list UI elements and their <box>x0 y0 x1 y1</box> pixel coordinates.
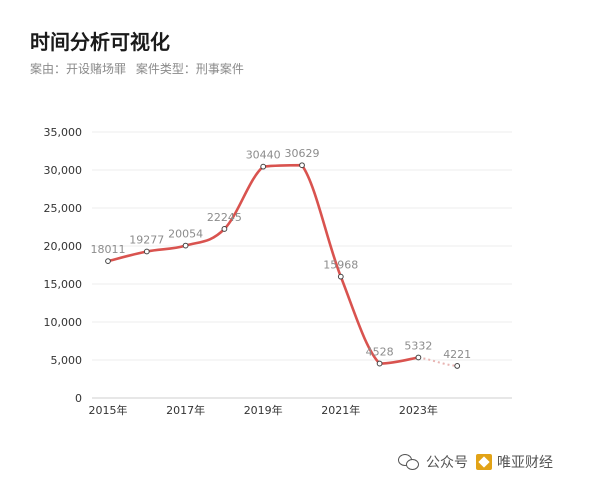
x-tick-label: 2017年 <box>166 403 205 417</box>
filter-case-type: 案件类型：刑事案件 <box>135 62 244 76</box>
data-label: 30629 <box>285 147 320 160</box>
y-tick-label: 15,000 <box>44 278 83 291</box>
y-tick-label: 10,000 <box>44 316 83 329</box>
data-point <box>143 248 150 255</box>
data-point <box>299 162 305 169</box>
x-tick-label: 2023年 <box>399 403 438 417</box>
y-tick-label: 20,000 <box>44 240 83 253</box>
y-tick-label: 35,000 <box>44 126 83 139</box>
wechat-icon <box>398 454 420 470</box>
data-label: 15968 <box>323 259 358 272</box>
data-point <box>337 273 344 280</box>
watermark: 公众号 唯亚财经 <box>398 452 553 472</box>
data-point <box>182 242 189 249</box>
watermark-label: 公众号 <box>426 455 468 471</box>
data-label: 30440 <box>246 149 281 162</box>
data-label: 20054 <box>168 228 203 241</box>
chart-title: 时间分析可视化 <box>30 30 170 54</box>
x-tick-label: 2015年 <box>89 403 128 417</box>
data-point <box>260 163 267 170</box>
data-label: 18011 <box>91 243 126 256</box>
brand-logo-icon <box>476 454 492 470</box>
y-tick-label: 25,000 <box>44 202 83 215</box>
forecast-dashed-line <box>418 356 458 367</box>
chart-subtitle: 案由：开设赌场罪 案件类型：刑事案件 <box>30 60 250 77</box>
y-tick-label: 0 <box>75 392 82 405</box>
data-point <box>454 363 461 369</box>
data-label: 22245 <box>207 211 242 224</box>
y-tick-label: 30,000 <box>44 164 83 177</box>
x-tick-label: 2019年 <box>244 403 283 417</box>
data-label: 4528 <box>366 346 394 359</box>
data-point <box>415 354 422 361</box>
data-label: 4221 <box>443 348 471 361</box>
data-point <box>376 360 383 367</box>
series-line <box>107 163 419 365</box>
data-label: 19277 <box>129 233 164 246</box>
y-tick-label: 5,000 <box>51 354 83 367</box>
data-point <box>105 258 111 265</box>
data-label: 5332 <box>404 339 432 352</box>
data-point <box>221 226 228 232</box>
x-tick-label: 2021年 <box>321 403 360 417</box>
watermark-brand: 唯亚财经 <box>497 455 553 471</box>
filter-reason: 案由：开设赌场罪 <box>30 62 127 76</box>
